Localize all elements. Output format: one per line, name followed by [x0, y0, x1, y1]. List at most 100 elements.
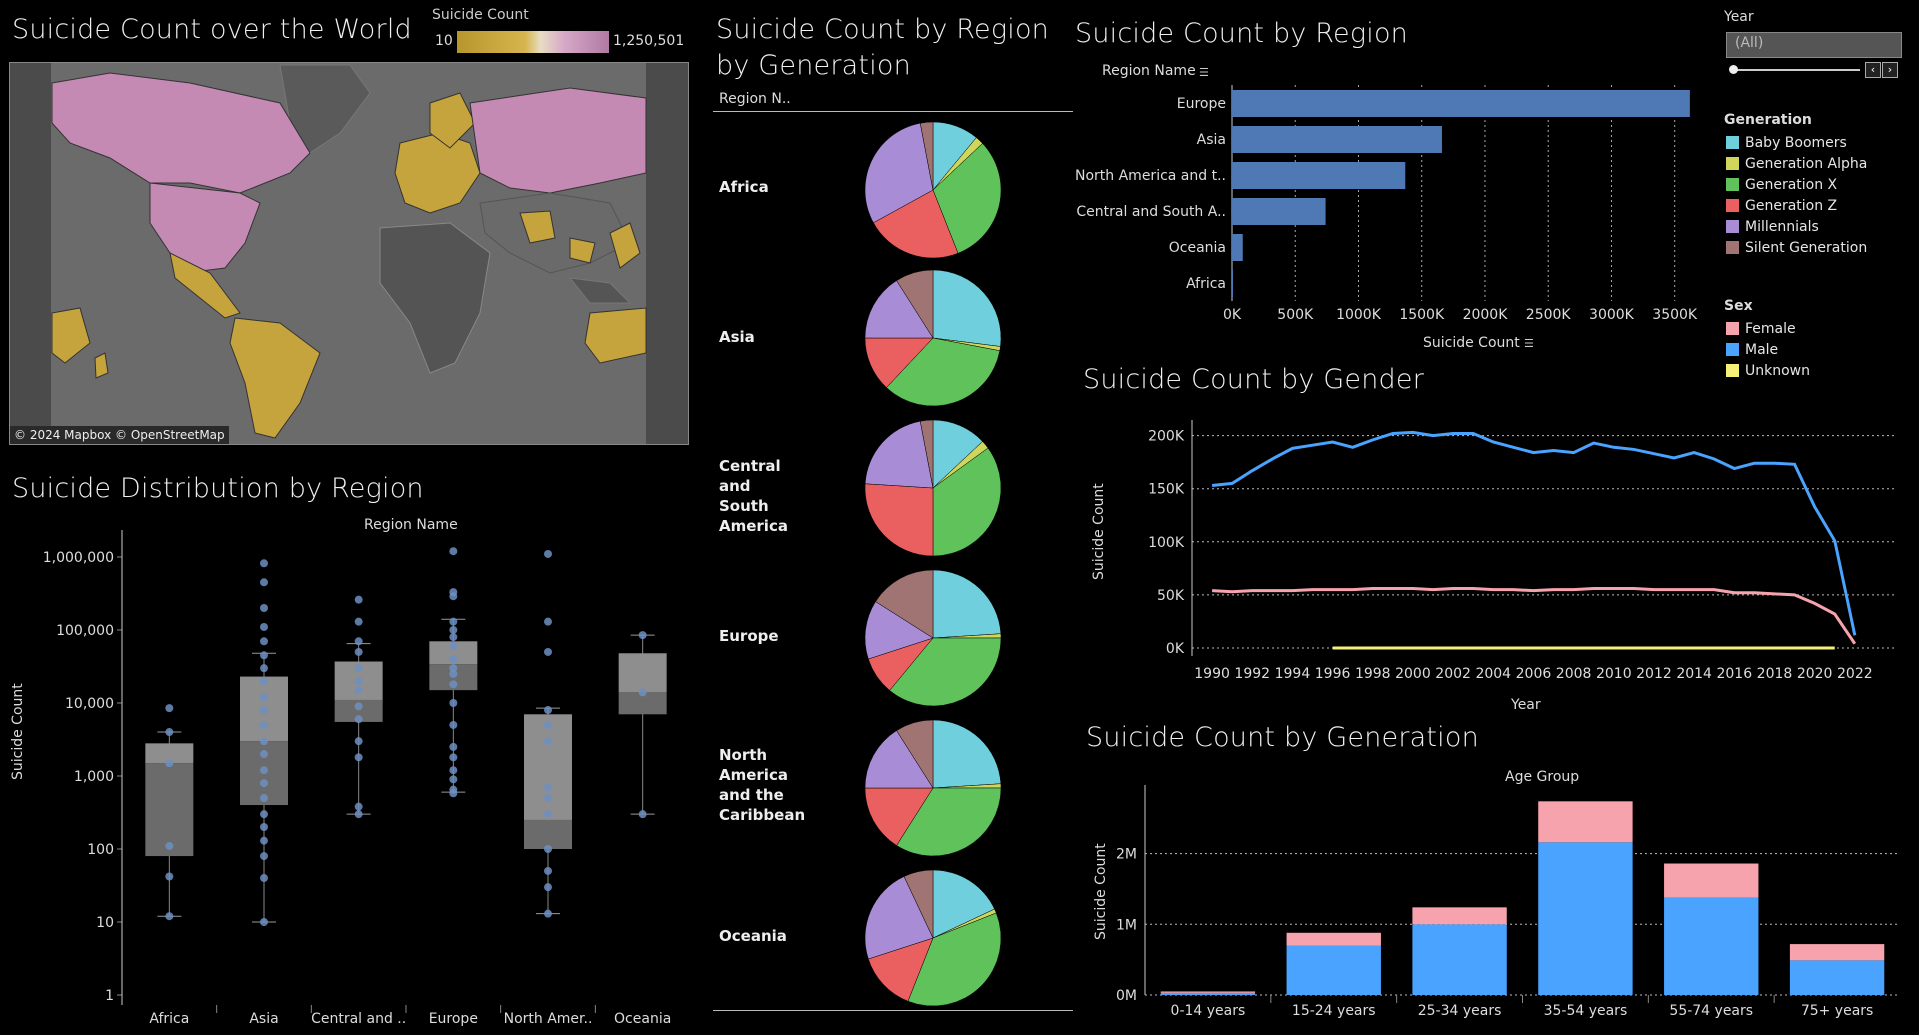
data-point	[449, 655, 458, 664]
category-label: Africa	[149, 1011, 189, 1027]
data-point	[449, 633, 458, 642]
pie-slice	[886, 337, 1001, 407]
year-slider-handle[interactable]	[1729, 65, 1738, 74]
legend-swatch	[1726, 157, 1739, 170]
category-label: Europe	[429, 1011, 478, 1027]
y-tick-label: 1	[105, 988, 114, 1004]
data-point	[449, 742, 458, 751]
map-title: Suicide Count over the World	[12, 14, 412, 45]
data-point	[354, 702, 363, 711]
data-point	[354, 715, 363, 724]
data-point	[449, 789, 458, 798]
pie-slice	[932, 419, 983, 489]
pie-slice	[907, 912, 1002, 1007]
y-tick-label: 200K	[1148, 429, 1185, 445]
category-label: 75+ years	[1801, 1003, 1874, 1019]
stacked-chart: 2M 1M 0M 0-14 years 15-24 years 25-34 years 35…	[1116, 785, 1900, 1019]
pies-footer-divider	[713, 1010, 1073, 1011]
y-tick-label: 50K	[1157, 588, 1185, 604]
data-point	[260, 810, 268, 819]
data-point	[544, 866, 552, 875]
data-point	[354, 753, 363, 762]
map-europe	[394, 132, 481, 214]
sort-icon[interactable]: ☰	[1524, 337, 1534, 350]
data-point	[544, 783, 552, 792]
legend-label: Baby Boomers	[1745, 134, 1847, 151]
sex-legend-item[interactable]: Female	[1726, 318, 1810, 339]
box-lower	[524, 819, 572, 849]
y-tick-label: 100,000	[56, 623, 114, 639]
year-slider-track[interactable]	[1732, 69, 1860, 71]
year-next-button[interactable]: ›	[1882, 62, 1898, 78]
generation-legend-title: Generation	[1724, 112, 1812, 128]
data-point	[449, 669, 458, 678]
data-point	[260, 706, 268, 715]
x-tick-label: 2018	[1757, 666, 1793, 682]
data-point	[354, 810, 363, 819]
x-tick-label: 2002	[1435, 666, 1471, 682]
year-filter-dropdown[interactable]: (All)	[1726, 32, 1902, 58]
data-point	[260, 637, 268, 646]
x-tick-label: 2006	[1516, 666, 1552, 682]
data-point	[354, 737, 363, 746]
legend-label: Generation X	[1745, 176, 1838, 193]
generation-legend-item[interactable]: Millennials	[1726, 216, 1867, 237]
data-point	[165, 841, 174, 850]
bar-segment-male	[1412, 924, 1507, 995]
data-point	[354, 637, 363, 646]
pie-slice	[864, 420, 934, 489]
legend-swatch	[1726, 343, 1739, 356]
data-point	[544, 706, 552, 715]
pie-slice	[896, 787, 1002, 857]
sort-icon[interactable]: ☰	[1199, 66, 1209, 79]
stacked-header: Age Group	[1505, 769, 1580, 785]
sex-legend-item[interactable]: Male	[1726, 339, 1810, 360]
x-tick-label: 2500K	[1526, 307, 1572, 323]
data-point	[449, 775, 458, 784]
pie-slice	[932, 569, 1002, 639]
pie-slice	[889, 637, 1002, 707]
data-point	[354, 802, 363, 811]
pie-slice	[932, 269, 1002, 347]
pie-slice	[864, 601, 934, 660]
category-label: North America and t..	[1075, 168, 1226, 184]
legend-swatch	[1726, 241, 1739, 254]
map-legend-title: Suicide Count	[432, 7, 529, 23]
pie-slice	[864, 876, 934, 960]
x-tick-label: 2016	[1716, 666, 1752, 682]
generation-legend[interactable]: Baby Boomers Generation Alpha Generation X…	[1726, 132, 1867, 258]
category-label: Oceania	[614, 1011, 671, 1027]
sex-legend[interactable]: Female Male Unknown	[1726, 318, 1810, 381]
legend-swatch	[1726, 364, 1739, 377]
series-line-male	[1211, 430, 1857, 636]
bar	[1232, 198, 1326, 225]
x-tick-label: 3000K	[1589, 307, 1635, 323]
legend-swatch	[1726, 322, 1739, 335]
x-tick-label: 1990	[1194, 666, 1230, 682]
world-map[interactable]: © 2024 Mapbox © OpenStreetMap	[9, 62, 689, 445]
pie-label-europe: Europe	[719, 627, 779, 645]
data-point	[354, 617, 363, 626]
generation-legend-item[interactable]: Baby Boomers	[1726, 132, 1867, 153]
generation-legend-item[interactable]: Generation Z	[1726, 195, 1867, 216]
bars-region-header[interactable]: Region Name	[1102, 63, 1196, 79]
year-prev-button[interactable]: ‹	[1865, 62, 1881, 78]
bar	[1232, 90, 1690, 117]
category-label: 0-14 years	[1171, 1003, 1246, 1019]
generation-legend-item[interactable]: Generation Alpha	[1726, 153, 1867, 174]
map-attribution: © 2024 Mapbox © OpenStreetMap	[10, 426, 229, 444]
x-tick-label: 2022	[1837, 666, 1873, 682]
generation-legend-item[interactable]: Silent Generation	[1726, 237, 1867, 258]
sex-legend-item[interactable]: Unknown	[1726, 360, 1810, 381]
data-point	[260, 836, 268, 845]
data-point	[260, 720, 268, 729]
category-label: 15-24 years	[1292, 1003, 1376, 1019]
legend-label: Millennials	[1745, 218, 1819, 235]
category-label: 35-54 years	[1544, 1003, 1628, 1019]
x-tick-label: 1998	[1355, 666, 1391, 682]
bar-segment-female	[1789, 944, 1885, 961]
data-point	[165, 728, 174, 737]
data-point	[449, 753, 458, 762]
generation-legend-item[interactable]: Generation X	[1726, 174, 1867, 195]
pie-label-africa: Africa	[719, 178, 769, 196]
